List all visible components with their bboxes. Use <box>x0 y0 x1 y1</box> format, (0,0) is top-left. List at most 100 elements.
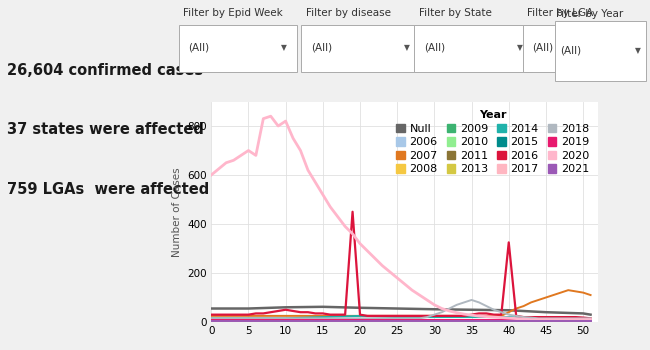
2016 <box>460 314 468 318</box>
2015 <box>207 317 215 322</box>
2020 <box>207 173 215 177</box>
2013 <box>430 318 438 323</box>
2017 <box>579 317 587 322</box>
2018 <box>237 316 245 321</box>
2011 <box>587 318 595 323</box>
FancyBboxPatch shape <box>415 26 532 71</box>
2021 <box>356 318 364 323</box>
Text: ▼: ▼ <box>517 43 523 51</box>
2020 <box>267 114 275 118</box>
Y-axis label: Number of Cases: Number of Cases <box>172 167 182 257</box>
FancyBboxPatch shape <box>523 26 641 71</box>
2007 <box>453 314 461 318</box>
2013 <box>244 318 252 323</box>
2019 <box>430 317 438 322</box>
Text: Filter by disease: Filter by disease <box>306 8 391 18</box>
2008 <box>356 317 364 322</box>
2021 <box>393 318 401 323</box>
2018 <box>587 316 595 321</box>
2010 <box>356 318 364 322</box>
2011 <box>505 318 513 323</box>
2018 <box>207 316 215 321</box>
2011 <box>356 318 364 323</box>
2019 <box>244 317 252 322</box>
2019 <box>467 317 475 322</box>
2020 <box>527 317 535 322</box>
2007 <box>237 314 245 318</box>
2007 <box>587 293 595 297</box>
2015 <box>587 317 595 322</box>
2008 <box>207 317 215 322</box>
2009 <box>587 317 595 322</box>
2006 <box>430 318 438 322</box>
2014 <box>207 316 215 321</box>
Text: 26,604 confirmed cases: 26,604 confirmed cases <box>7 63 203 78</box>
2021 <box>319 318 327 323</box>
2010 <box>505 318 513 322</box>
2013 <box>579 318 587 323</box>
Null <box>579 312 587 316</box>
2016 <box>237 313 245 317</box>
2014 <box>319 315 327 319</box>
2018 <box>564 316 572 321</box>
2017 <box>319 317 327 322</box>
Null <box>356 306 364 310</box>
2011 <box>281 318 289 323</box>
2013 <box>542 318 550 323</box>
2016 <box>341 313 349 317</box>
2015 <box>542 317 550 322</box>
Text: 759 LGAs  were affected: 759 LGAs were affected <box>7 182 209 197</box>
2016 <box>207 313 215 317</box>
2008 <box>505 317 513 322</box>
2006 <box>244 318 252 322</box>
2015 <box>579 317 587 322</box>
Text: 37 states were affected: 37 states were affected <box>7 122 204 138</box>
Text: Filter by Epid Week: Filter by Epid Week <box>183 8 283 18</box>
2006 <box>281 318 289 322</box>
2019 <box>579 317 587 322</box>
2017 <box>587 317 595 322</box>
2010 <box>579 318 587 322</box>
2015 <box>319 317 327 322</box>
2011 <box>542 318 550 323</box>
2020 <box>415 293 423 297</box>
Line: 2016: 2016 <box>211 212 591 318</box>
Text: (All): (All) <box>188 42 209 52</box>
2009 <box>430 317 438 322</box>
2014 <box>281 316 289 321</box>
2008 <box>542 317 550 322</box>
2016 <box>587 316 595 321</box>
Text: (All): (All) <box>424 42 445 52</box>
FancyBboxPatch shape <box>179 26 296 71</box>
Text: Filter by LGA: Filter by LGA <box>528 8 593 18</box>
2007 <box>207 314 215 318</box>
2017 <box>281 317 289 322</box>
Text: ▼: ▼ <box>625 43 631 51</box>
Null <box>319 305 327 309</box>
2011 <box>393 318 401 323</box>
2021 <box>579 318 587 323</box>
2017 <box>542 317 550 322</box>
Null <box>244 307 252 311</box>
2014 <box>393 315 401 319</box>
2009 <box>579 317 587 322</box>
2020 <box>348 232 356 236</box>
2015 <box>430 317 438 322</box>
2020 <box>237 153 245 158</box>
2014 <box>587 317 595 321</box>
2013 <box>281 318 289 323</box>
Line: 2018: 2018 <box>211 300 591 318</box>
2013 <box>467 318 475 323</box>
2006 <box>207 318 215 322</box>
2017 <box>505 317 513 322</box>
2013 <box>319 318 327 323</box>
Null <box>505 308 513 312</box>
2016 <box>445 314 453 318</box>
2009 <box>505 317 513 322</box>
2015 <box>356 317 364 322</box>
2009 <box>467 317 475 322</box>
2011 <box>244 318 252 323</box>
2021 <box>587 318 595 323</box>
2021 <box>207 318 215 323</box>
Text: ▼: ▼ <box>634 46 641 55</box>
